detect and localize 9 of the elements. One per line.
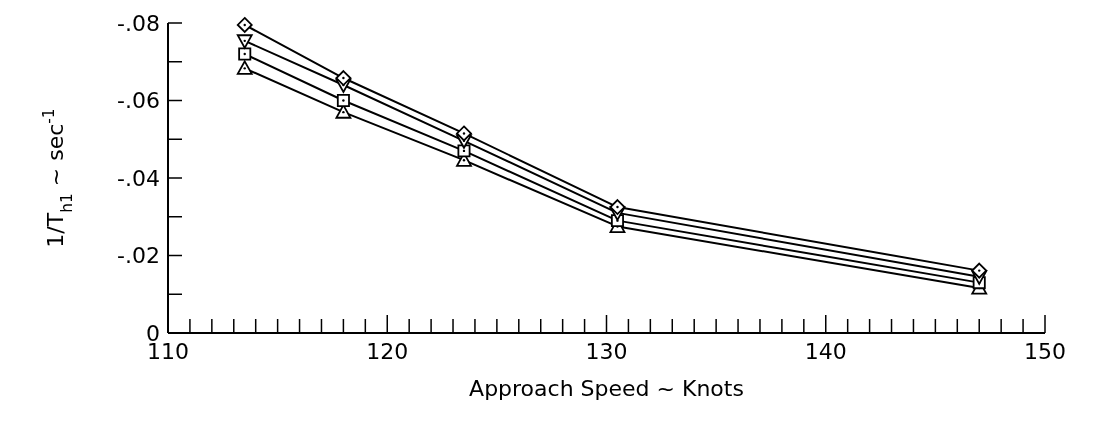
x-tick-label: 130 [585,339,628,364]
y-tick-label: -.04 [117,165,160,191]
y-tick-label: -.06 [117,88,160,114]
x-tick-label: 120 [366,339,409,364]
x-tick-label: 150 [1024,339,1066,364]
x-axis-title: Approach Speed ~ Knots [469,376,744,401]
y-tick-label: -.02 [117,243,160,269]
y-tick-label: -.08 [117,10,160,36]
x-tick-label: 140 [804,339,847,364]
